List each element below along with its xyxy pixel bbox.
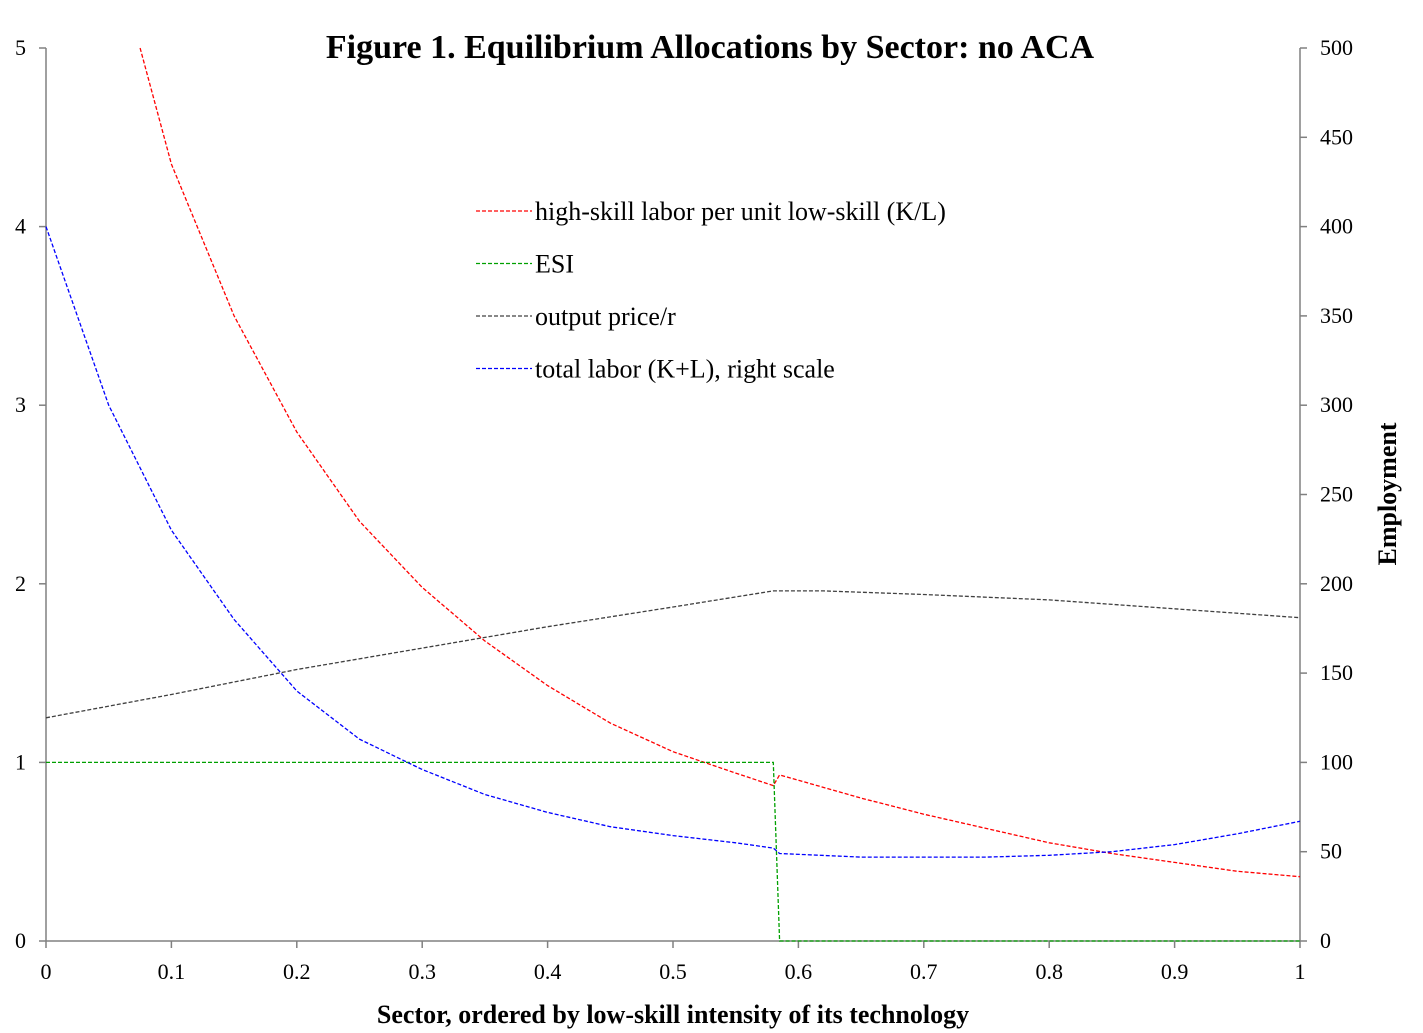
x-tick-label: 0.1 [158, 959, 186, 984]
x-tick-label: 1 [1295, 959, 1306, 984]
right-axis-label: Employment [1373, 422, 1402, 565]
right-tick-label: 100 [1320, 749, 1353, 774]
right-tick-label: 400 [1320, 214, 1353, 239]
left-tick-label: 3 [15, 392, 26, 417]
x-tick-label: 0.6 [785, 959, 813, 984]
series-line-output-price-r [45, 590, 1301, 719]
x-tick-label: 0.9 [1161, 959, 1189, 984]
chart-title: Figure 1. Equilibrium Allocations by Sec… [326, 29, 1095, 66]
x-tick-label: 0.5 [659, 959, 687, 984]
right-tick-label: 50 [1320, 839, 1342, 864]
left-tick-label: 4 [15, 214, 26, 239]
legend-label-high-skill-labor-per-unit-low-skill-k-l: high-skill labor per unit low-skill (K/L… [535, 197, 946, 226]
x-axis-label: Sector, ordered by low-skill intensity o… [377, 1000, 969, 1029]
legend-label-esi: ESI [535, 250, 574, 279]
x-tick-label: 0.2 [283, 959, 311, 984]
legend: high-skill labor per unit low-skill (K/L… [476, 197, 946, 384]
x-tick-label: 0 [41, 959, 52, 984]
x-tick-label: 0.3 [408, 959, 436, 984]
right-tick-label: 150 [1320, 660, 1353, 685]
x-tick-label: 0.7 [910, 959, 938, 984]
left-tick-label: 1 [15, 749, 26, 774]
axis-ticks: 0 0.1 0.2 0.3 0.4 0.5 0.6 0.7 0.8 0.9 101234505010… [15, 35, 1353, 984]
right-tick-label: 450 [1320, 124, 1353, 149]
right-tick-label: 200 [1320, 571, 1353, 596]
x-tick-label: 0.8 [1035, 959, 1063, 984]
x-tick-label: 0.4 [534, 959, 562, 984]
right-tick-label: 300 [1320, 392, 1353, 417]
right-tick-label: 350 [1320, 303, 1353, 328]
left-tick-label: 2 [15, 571, 26, 596]
right-tick-label: 250 [1320, 482, 1353, 507]
series-layer [45, 47, 1301, 942]
series-line-total-labor-k-l-right-scale [45, 226, 1301, 858]
left-tick-label: 0 [15, 928, 26, 953]
legend-label-total-labor-k-l-right-scale: total labor (K+L), right scale [535, 355, 835, 384]
series-line-high-skill-labor-per-unit-low-skill-k-l [139, 47, 1301, 878]
right-tick-label: 0 [1320, 928, 1331, 953]
series-line-esi [46, 761, 1300, 942]
right-tick-label: 500 [1320, 35, 1353, 60]
left-tick-label: 5 [15, 35, 26, 60]
legend-label-output-price-r: output price/r [535, 302, 676, 331]
